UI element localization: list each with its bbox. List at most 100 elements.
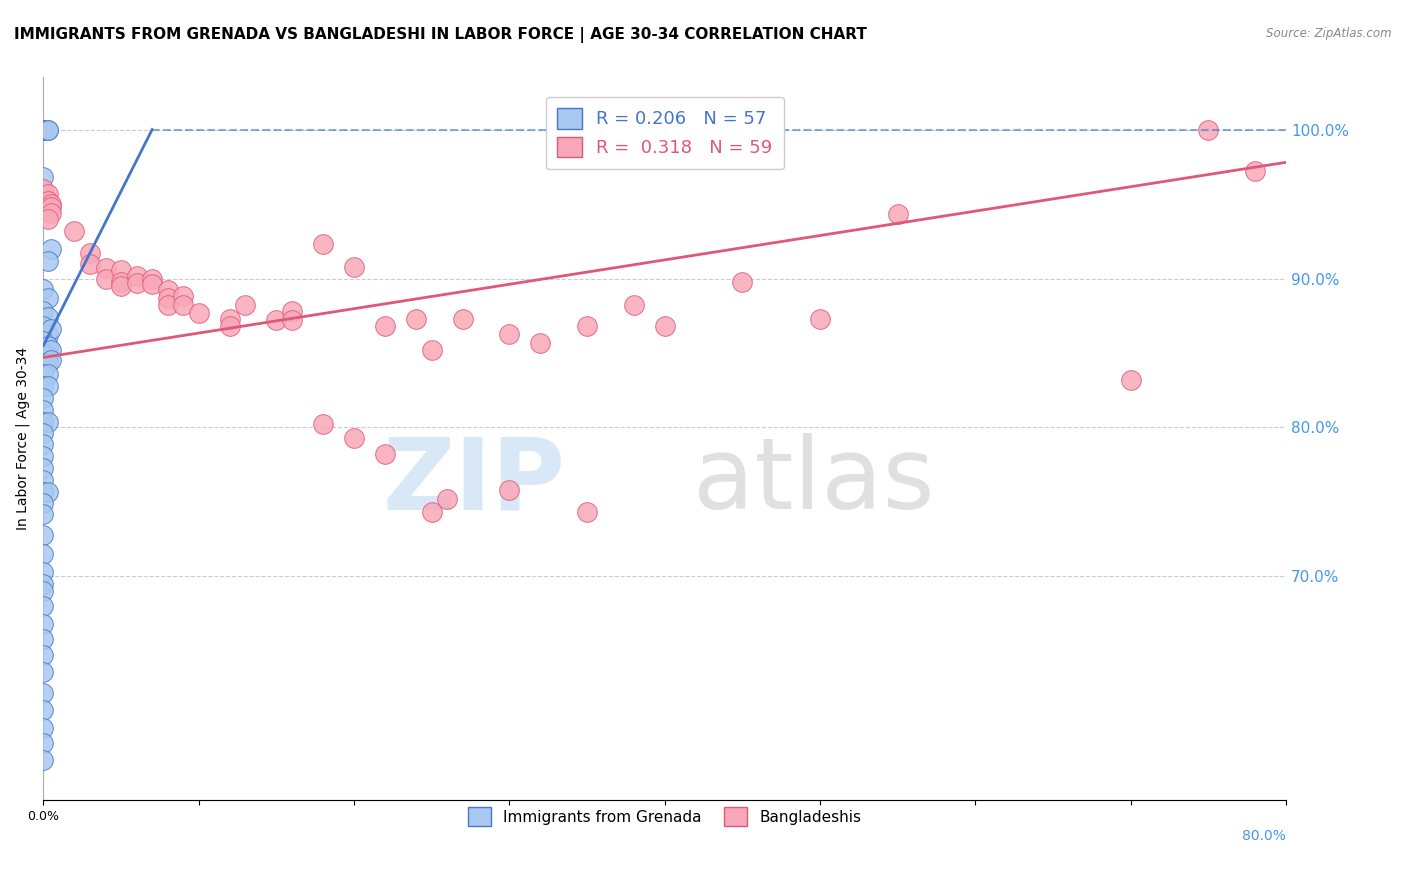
Point — [32, 402, 55, 417]
Point — [32, 122, 55, 136]
Point — [32, 648, 55, 663]
Point — [266, 313, 288, 327]
Point — [37, 484, 59, 499]
Point — [141, 271, 163, 285]
Point — [32, 449, 55, 463]
Point — [94, 261, 117, 276]
Point — [312, 237, 335, 252]
Point — [32, 565, 55, 579]
Point — [37, 338, 59, 352]
Point — [32, 722, 55, 736]
Point — [32, 547, 55, 561]
Y-axis label: In Labor Force | Age 30-34: In Labor Force | Age 30-34 — [15, 347, 30, 530]
Text: IMMIGRANTS FROM GRENADA VS BANGLADESHI IN LABOR FORCE | AGE 30-34 CORRELATION CH: IMMIGRANTS FROM GRENADA VS BANGLADESHI I… — [14, 27, 868, 43]
Point — [1119, 373, 1142, 387]
Point — [498, 483, 520, 497]
Point — [576, 319, 599, 334]
Point — [312, 417, 335, 432]
Point — [37, 122, 59, 136]
Point — [63, 224, 86, 238]
Point — [32, 367, 55, 381]
Point — [37, 378, 59, 392]
Point — [39, 197, 62, 211]
Point — [79, 257, 101, 271]
Point — [343, 260, 366, 274]
Point — [110, 275, 132, 289]
Point — [32, 736, 55, 750]
Point — [281, 304, 304, 318]
Point — [420, 505, 443, 519]
Point — [110, 279, 132, 293]
Point — [498, 326, 520, 341]
Point — [281, 313, 304, 327]
Point — [451, 311, 474, 326]
Point — [32, 378, 55, 392]
Point — [125, 268, 148, 283]
Point — [141, 277, 163, 292]
Point — [32, 426, 55, 441]
Point — [808, 311, 831, 326]
Point — [39, 343, 62, 357]
Point — [32, 319, 55, 334]
Point — [32, 577, 55, 591]
Point — [32, 617, 55, 632]
Point — [32, 460, 55, 475]
Point — [32, 484, 55, 499]
Point — [32, 527, 55, 541]
Point — [32, 391, 55, 405]
Point — [32, 496, 55, 510]
Point — [32, 304, 55, 318]
Point — [32, 665, 55, 679]
Point — [1244, 164, 1267, 178]
Point — [37, 328, 59, 343]
Point — [218, 311, 240, 326]
Point — [32, 182, 55, 196]
Point — [218, 319, 240, 334]
Point — [233, 298, 256, 312]
Point — [32, 632, 55, 646]
Point — [37, 211, 59, 226]
Point — [374, 447, 396, 461]
Point — [32, 197, 55, 211]
Point — [156, 284, 179, 298]
Point — [886, 207, 908, 221]
Point — [39, 353, 62, 368]
Point — [32, 170, 55, 185]
Point — [731, 275, 754, 289]
Point — [343, 431, 366, 445]
Point — [39, 200, 62, 214]
Point — [32, 599, 55, 614]
Point — [32, 346, 55, 360]
Point — [37, 356, 59, 370]
Point — [529, 335, 551, 350]
Point — [156, 291, 179, 305]
Point — [39, 322, 62, 336]
Point — [187, 306, 209, 320]
Legend: Immigrants from Grenada, Bangladeshis: Immigrants from Grenada, Bangladeshis — [461, 801, 868, 832]
Point — [32, 356, 55, 370]
Point — [32, 685, 55, 699]
Text: Source: ZipAtlas.com: Source: ZipAtlas.com — [1267, 27, 1392, 40]
Point — [32, 437, 55, 451]
Point — [37, 253, 59, 268]
Point — [32, 415, 55, 429]
Point — [32, 584, 55, 599]
Point — [37, 122, 59, 136]
Point — [37, 367, 59, 381]
Point — [79, 246, 101, 260]
Point — [32, 122, 55, 136]
Point — [405, 311, 427, 326]
Point — [39, 206, 62, 220]
Point — [94, 271, 117, 285]
Point — [37, 291, 59, 305]
Point — [172, 298, 194, 312]
Point — [156, 298, 179, 312]
Point — [37, 349, 59, 363]
Point — [37, 415, 59, 429]
Point — [32, 507, 55, 521]
Point — [436, 491, 458, 506]
Point — [37, 186, 59, 201]
Point — [32, 282, 55, 296]
Point — [1197, 122, 1219, 136]
Point — [576, 505, 599, 519]
